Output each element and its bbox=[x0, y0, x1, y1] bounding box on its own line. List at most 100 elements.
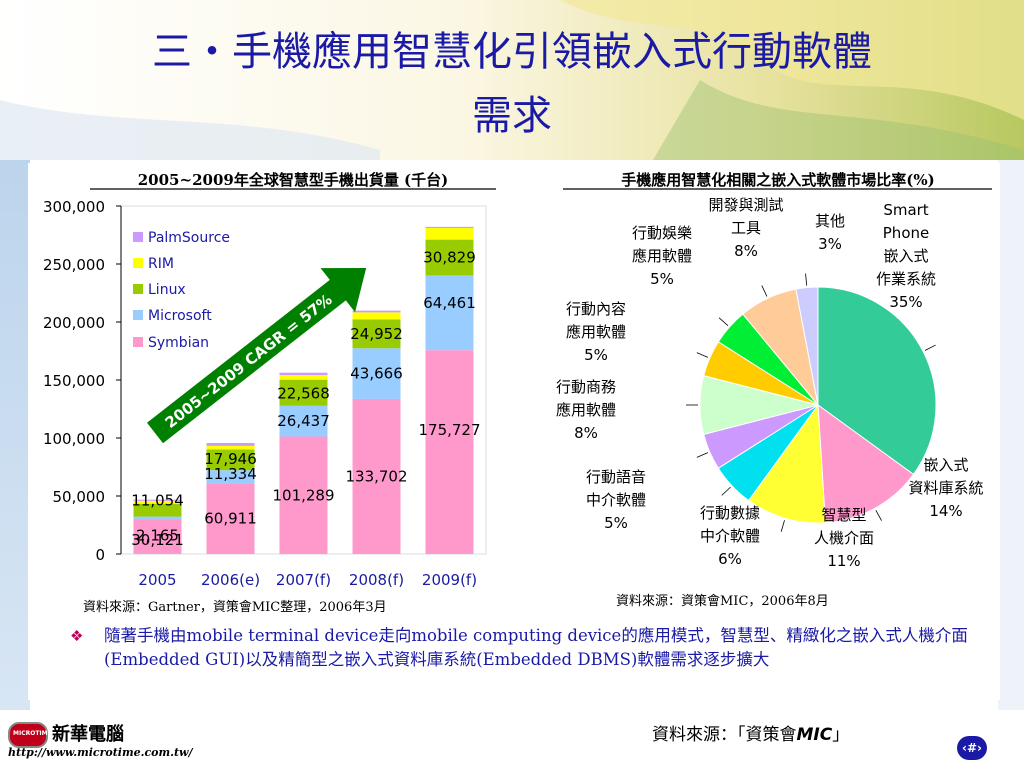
bar-linux bbox=[425, 239, 474, 276]
legend-swatch-linux bbox=[133, 284, 143, 294]
bar-symbian bbox=[206, 483, 255, 554]
pie-chart-source: 資料來源：資策會MIC，2006年8月 bbox=[616, 593, 829, 609]
bar-data-label: 11,334 bbox=[204, 465, 257, 483]
bar-rim bbox=[279, 375, 328, 380]
bar-data-label: 22,568 bbox=[277, 385, 330, 403]
bar-microsoft bbox=[206, 470, 255, 484]
x-tick-label: 2008(f) bbox=[349, 571, 404, 589]
legend-swatch-palmsource bbox=[133, 232, 143, 242]
bar-symbian bbox=[279, 436, 328, 554]
bar-microsoft bbox=[279, 405, 328, 437]
bar-rim bbox=[206, 445, 255, 450]
page-number: ‹#› bbox=[957, 736, 987, 760]
bar-data-label: 43,666 bbox=[350, 365, 403, 383]
bar-data-label: 17,946 bbox=[204, 450, 257, 468]
pie-category-label: 開發與測試 bbox=[708, 196, 783, 214]
pie-leader-line bbox=[696, 452, 709, 458]
pie-leader-line bbox=[761, 285, 768, 297]
bar-palmsource bbox=[279, 372, 328, 376]
bar-palmsource bbox=[425, 226, 474, 229]
pie-category-label: 應用軟體 bbox=[632, 247, 692, 265]
pie-category-label: 應用軟體 bbox=[556, 401, 616, 419]
pie-leader-line bbox=[805, 273, 808, 286]
bar-data-label: 101,289 bbox=[272, 486, 334, 504]
y-tick-label: 0 bbox=[95, 546, 105, 564]
x-tick-label: 2005 bbox=[138, 571, 176, 589]
bar-rim bbox=[425, 228, 474, 240]
pie-slice bbox=[795, 286, 819, 406]
charts-panel: 2005~2009年全球智慧型手機出貨量 (千台) 0 50,000 100,000 1… bbox=[28, 163, 1000, 700]
pie-category-label: 中介軟體 bbox=[586, 491, 646, 509]
pie-percent-label: 8% bbox=[734, 242, 758, 260]
slide-title-line2: 需求 bbox=[472, 93, 552, 139]
bar-chart-title: 2005~2009年全球智慧型手機出貨量 (千台) bbox=[138, 171, 448, 189]
company-logo: MICROTIME 新華電腦 http://www.microtime.com.… bbox=[8, 720, 193, 764]
y-tick-label: 100,000 bbox=[43, 430, 105, 448]
bar-microsoft bbox=[425, 275, 474, 351]
footer-source: 資料來源：「資策會MIC」 bbox=[652, 725, 850, 745]
pie-leader-line bbox=[721, 486, 731, 496]
pie-slice bbox=[817, 403, 915, 524]
pie-category-label: 行動內容 bbox=[566, 300, 626, 318]
bar-linux bbox=[133, 503, 182, 517]
cagr-arrow-shape bbox=[146, 268, 367, 444]
pie-category-label: 智慧型 bbox=[821, 506, 866, 524]
pie-category-label: 工具 bbox=[731, 219, 761, 237]
pie-leader-line bbox=[780, 520, 785, 532]
microtime-badge-icon: MICROTIME bbox=[8, 722, 52, 748]
bar-palmsource bbox=[206, 442, 255, 446]
pie-category-label: 中介軟體 bbox=[700, 527, 760, 545]
x-tick-label: 2009(f) bbox=[422, 571, 477, 589]
legend-swatch-symbian bbox=[133, 337, 143, 347]
bar-data-label: 30,829 bbox=[423, 249, 476, 267]
bar-symbian bbox=[425, 350, 474, 554]
pie-percent-label: 5% bbox=[650, 270, 674, 288]
company-name: 新華電腦 bbox=[52, 724, 124, 745]
bar-data-label: 133,702 bbox=[345, 467, 407, 485]
pie-category-label: 行動娛樂 bbox=[632, 224, 692, 242]
legend-swatch-rim bbox=[133, 258, 143, 268]
bar-rim bbox=[133, 500, 182, 504]
x-tick-label: 2006(e) bbox=[201, 571, 260, 589]
bullet-text: 隨著手機由mobile terminal device走向mobile comp… bbox=[104, 626, 968, 669]
bar-data-label: 2,165 bbox=[136, 527, 179, 545]
bar-symbian bbox=[133, 519, 182, 554]
bar-palmsource bbox=[352, 310, 401, 313]
bar-data-label: 30,121 bbox=[131, 531, 184, 549]
pie-category-label: 人機介面 bbox=[814, 529, 874, 547]
y-tick-label: 250,000 bbox=[43, 256, 105, 274]
legend-label-symbian: Symbian bbox=[148, 335, 209, 351]
pie-category-label: 行動數據 bbox=[700, 504, 760, 522]
pie-category-label: Smart bbox=[883, 201, 928, 219]
pie-category-label: 嵌入式 bbox=[883, 247, 928, 265]
y-tick-label: 200,000 bbox=[43, 314, 105, 332]
legend-label-palmsource: PalmSource bbox=[148, 230, 230, 246]
pie-category-label: 應用軟體 bbox=[566, 323, 626, 341]
bar-data-label: 175,727 bbox=[418, 421, 480, 439]
pie-category-label: 作業系統 bbox=[876, 270, 936, 288]
pie-leader-line bbox=[696, 352, 709, 358]
bar-data-label: 60,911 bbox=[204, 510, 257, 528]
pie-category-label: Phone bbox=[883, 224, 929, 242]
pie-percent-label: 35% bbox=[889, 293, 922, 311]
slide-title-line1: 三・手機應用智慧化引領嵌入式行動軟體 bbox=[152, 29, 872, 75]
legend-swatch-microsoft bbox=[133, 310, 143, 320]
pie-leader-line bbox=[875, 509, 882, 521]
bar-microsoft bbox=[133, 516, 182, 520]
pie-leader-line bbox=[718, 317, 729, 326]
pie-percent-label: 14% bbox=[929, 502, 962, 520]
bar-data-label: 26,437 bbox=[277, 412, 330, 430]
pie-category-label: 行動商務 bbox=[556, 378, 616, 396]
pie-percent-label: 8% bbox=[574, 424, 598, 442]
y-tick-label: 300,000 bbox=[43, 198, 105, 216]
pie-category-label: 資料庫系統 bbox=[908, 479, 983, 497]
bar-data-label: 24,952 bbox=[350, 325, 403, 343]
bar-data-label: 64,461 bbox=[423, 294, 476, 312]
bar-linux bbox=[206, 449, 255, 471]
pie-chart-title: 手機應用智慧化相關之嵌入式軟體市場比率(%) bbox=[621, 171, 934, 189]
pie-percent-label: 6% bbox=[718, 550, 742, 568]
legend-label-microsoft: Microsoft bbox=[148, 308, 212, 324]
pie-percent-label: 11% bbox=[827, 552, 860, 570]
charts-canvas: 2005~2009年全球智慧型手機出貨量 (千台) 0 50,000 100,000 1… bbox=[43, 171, 992, 615]
bar-chart-source: 資料來源：Gartner，資策會MIC整理，2006年3月 bbox=[83, 599, 387, 615]
